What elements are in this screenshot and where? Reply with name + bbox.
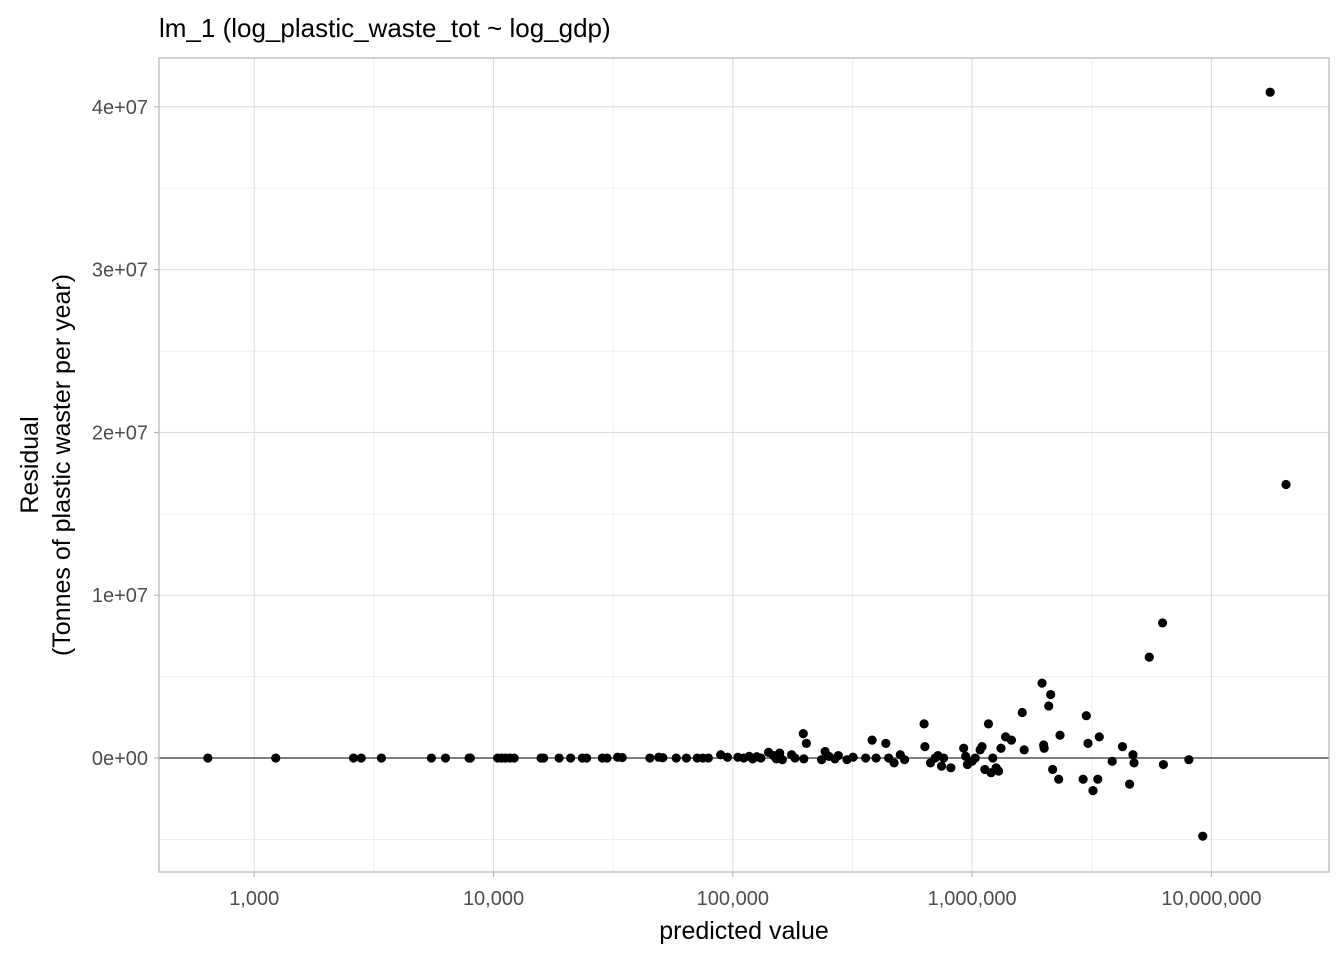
data-point <box>722 752 733 762</box>
data-point <box>566 753 576 763</box>
data-point <box>1129 758 1139 768</box>
data-point <box>1019 745 1029 755</box>
data-point <box>799 754 809 764</box>
y-tick-label: 4e+07 <box>92 97 148 119</box>
data-point <box>871 753 881 763</box>
y-axis-title-line-2: (Tonnes of plastic waster per year) <box>48 274 76 656</box>
plot-panel <box>158 57 1330 873</box>
data-point <box>996 743 1006 753</box>
y-axis-title: Residual (Tonnes of plastic waster per y… <box>16 274 76 656</box>
data-point <box>539 753 549 763</box>
data-point <box>977 742 987 752</box>
y-tick-label: 1e+07 <box>92 585 148 607</box>
data-point <box>582 753 592 763</box>
data-point <box>946 763 956 773</box>
data-point <box>703 753 713 763</box>
x-tick-label: 10,000,000 <box>1161 888 1261 910</box>
y-tick-label: 3e+07 <box>92 260 148 282</box>
data-point <box>1107 756 1117 766</box>
data-point <box>1093 774 1103 784</box>
data-point <box>777 755 787 765</box>
y-axis-ticks: 0e+00 1e+07 2e+07 3e+07 4e+07 <box>92 97 159 770</box>
data-point <box>861 753 871 763</box>
data-point <box>1081 711 1091 721</box>
data-point <box>1128 750 1138 760</box>
data-point <box>1157 618 1168 628</box>
data-point <box>645 753 655 763</box>
data-point <box>1094 732 1104 742</box>
data-point <box>1017 707 1027 718</box>
data-point <box>919 719 929 729</box>
data-point <box>798 729 808 739</box>
x-tick-label: 10,000 <box>463 888 524 910</box>
data-point <box>1124 779 1135 789</box>
data-point <box>1048 764 1058 775</box>
data-point <box>1037 678 1047 688</box>
data-point <box>348 753 359 763</box>
data-point <box>801 738 812 748</box>
data-point <box>271 753 281 763</box>
data-point <box>440 753 451 763</box>
data-point <box>426 753 436 763</box>
data-point <box>848 752 858 762</box>
data-point <box>867 735 877 745</box>
y-tick-label: 0e+00 <box>92 748 148 770</box>
x-axis-ticks: 1,000 10,000 100,000 1,000,000 10,000,000 <box>229 872 1261 910</box>
data-point <box>602 753 612 763</box>
x-tick-label: 1,000 <box>229 888 279 910</box>
data-point <box>936 761 947 771</box>
data-point <box>1144 652 1154 662</box>
x-tick-label: 100,000 <box>697 888 769 910</box>
data-point <box>1006 735 1017 745</box>
data-point <box>899 755 910 765</box>
data-point <box>1046 689 1056 700</box>
data-point <box>1055 730 1065 740</box>
data-point <box>1158 759 1169 770</box>
data-point <box>920 742 930 752</box>
data-point <box>833 750 843 761</box>
data-point <box>938 753 949 763</box>
data-point <box>1198 831 1208 841</box>
data-point <box>881 738 891 748</box>
data-point <box>1265 87 1275 97</box>
data-point <box>1083 738 1093 748</box>
data-point <box>617 752 627 763</box>
data-point <box>1281 479 1291 490</box>
data-point <box>970 753 980 763</box>
data-point <box>1117 742 1128 752</box>
data-point <box>1078 774 1088 784</box>
data-point <box>1044 701 1054 711</box>
data-point <box>376 753 387 763</box>
data-point <box>465 753 475 763</box>
data-point <box>671 753 681 763</box>
data-point <box>681 753 692 763</box>
grid-lines <box>159 58 1329 872</box>
data-point <box>961 751 971 762</box>
data-point <box>658 753 668 763</box>
x-tick-label: 1,000,000 <box>928 888 1017 910</box>
data-point <box>203 753 213 763</box>
data-point <box>756 753 766 763</box>
data-point <box>554 753 564 763</box>
data-points <box>203 87 1291 841</box>
data-point <box>1088 786 1098 796</box>
data-point <box>356 753 366 763</box>
data-point <box>817 755 827 765</box>
data-point <box>983 719 994 729</box>
data-point <box>509 753 519 763</box>
data-point <box>1054 774 1064 784</box>
data-point <box>1039 743 1049 753</box>
x-axis-title: predicted value <box>659 917 829 945</box>
y-axis-title-line-1: Residual <box>16 416 44 513</box>
data-point <box>889 758 899 768</box>
data-point <box>959 743 969 753</box>
y-tick-label: 2e+07 <box>92 422 148 444</box>
chart-title: lm_1 (log_plastic_waste_tot ~ log_gdp) <box>159 13 611 43</box>
data-point <box>988 753 998 763</box>
data-point <box>1184 755 1194 765</box>
data-point <box>993 766 1004 776</box>
data-point <box>790 753 800 763</box>
